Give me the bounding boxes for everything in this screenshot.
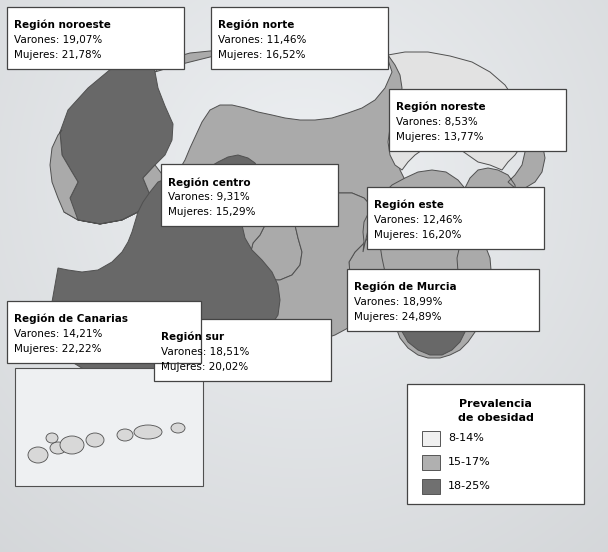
Text: Región centro: Región centro bbox=[168, 177, 250, 188]
Text: Mujeres: 16,20%: Mujeres: 16,20% bbox=[374, 230, 461, 240]
Bar bbox=[422, 455, 440, 470]
Text: Varones: 12,46%: Varones: 12,46% bbox=[374, 215, 462, 225]
Polygon shape bbox=[60, 60, 173, 224]
FancyBboxPatch shape bbox=[154, 319, 331, 381]
Text: Prevalencia: Prevalencia bbox=[459, 399, 532, 409]
Text: Región noroeste: Región noroeste bbox=[14, 20, 111, 30]
Text: Mujeres: 15,29%: Mujeres: 15,29% bbox=[168, 207, 255, 217]
Polygon shape bbox=[50, 130, 376, 342]
FancyBboxPatch shape bbox=[347, 269, 539, 331]
Text: Región este: Región este bbox=[374, 200, 444, 210]
Text: Región sur: Región sur bbox=[161, 332, 224, 342]
FancyBboxPatch shape bbox=[389, 89, 566, 151]
Bar bbox=[15, 368, 203, 486]
Ellipse shape bbox=[46, 433, 58, 443]
Text: Varones: 8,53%: Varones: 8,53% bbox=[396, 117, 478, 127]
Text: Mujeres: 16,52%: Mujeres: 16,52% bbox=[218, 50, 305, 60]
Text: Región noreste: Región noreste bbox=[396, 102, 486, 113]
Ellipse shape bbox=[117, 429, 133, 441]
Text: Varones: 18,51%: Varones: 18,51% bbox=[161, 347, 249, 357]
Bar bbox=[422, 431, 440, 446]
Text: Varones: 14,21%: Varones: 14,21% bbox=[14, 329, 102, 339]
FancyBboxPatch shape bbox=[367, 187, 544, 249]
Polygon shape bbox=[52, 155, 280, 382]
Polygon shape bbox=[388, 52, 525, 170]
Polygon shape bbox=[390, 282, 465, 355]
Text: Mujeres: 24,89%: Mujeres: 24,89% bbox=[354, 312, 441, 322]
Ellipse shape bbox=[50, 442, 66, 454]
FancyBboxPatch shape bbox=[211, 7, 388, 69]
Text: Mujeres: 20,02%: Mujeres: 20,02% bbox=[161, 362, 248, 372]
Text: Varones: 9,31%: Varones: 9,31% bbox=[168, 192, 250, 202]
Ellipse shape bbox=[171, 423, 185, 433]
Text: Varones: 19,07%: Varones: 19,07% bbox=[14, 35, 102, 45]
Text: Varones: 18,99%: Varones: 18,99% bbox=[354, 297, 443, 307]
Ellipse shape bbox=[60, 436, 84, 454]
Text: Mujeres: 13,77%: Mujeres: 13,77% bbox=[396, 132, 483, 142]
FancyBboxPatch shape bbox=[7, 301, 201, 363]
Text: Varones: 11,46%: Varones: 11,46% bbox=[218, 35, 306, 45]
Bar bbox=[422, 479, 440, 494]
Text: 15-17%: 15-17% bbox=[448, 457, 491, 467]
FancyBboxPatch shape bbox=[161, 164, 338, 226]
Polygon shape bbox=[363, 170, 480, 358]
Text: Región norte: Región norte bbox=[218, 20, 294, 30]
Text: Mujeres: 21,78%: Mujeres: 21,78% bbox=[14, 50, 102, 60]
Ellipse shape bbox=[134, 425, 162, 439]
Text: 8-14%: 8-14% bbox=[448, 433, 484, 443]
Text: 18-25%: 18-25% bbox=[448, 481, 491, 491]
Text: de obesidad: de obesidad bbox=[458, 413, 533, 423]
Ellipse shape bbox=[86, 433, 104, 447]
FancyBboxPatch shape bbox=[407, 384, 584, 504]
Text: Región de Murcia: Región de Murcia bbox=[354, 282, 457, 293]
Polygon shape bbox=[155, 50, 545, 295]
Text: Región de Canarias: Región de Canarias bbox=[14, 314, 128, 325]
Ellipse shape bbox=[28, 447, 48, 463]
FancyBboxPatch shape bbox=[7, 7, 184, 69]
Text: Mujeres: 22,22%: Mujeres: 22,22% bbox=[14, 344, 102, 354]
